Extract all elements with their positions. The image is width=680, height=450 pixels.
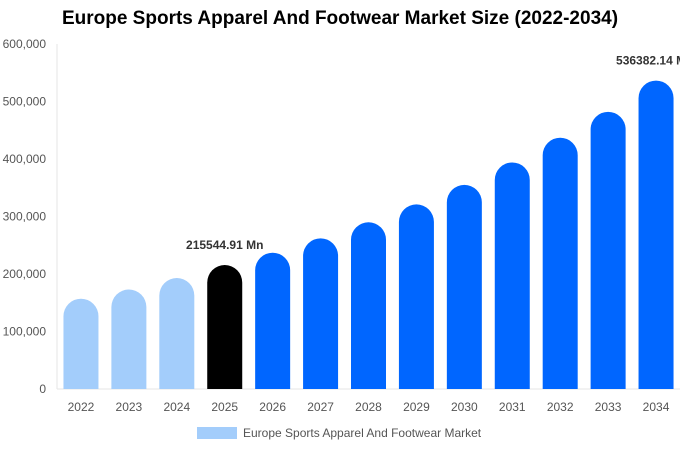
chart-title: Europe Sports Apparel And Footwear Marke… xyxy=(61,8,619,29)
x-tick-label: 2022 xyxy=(68,400,95,414)
y-tick-label: 100,000 xyxy=(3,325,47,339)
x-tick-label: 2031 xyxy=(499,400,526,414)
y-tick-label: 400,000 xyxy=(3,152,47,166)
x-tick-label: 2029 xyxy=(403,400,430,414)
bar-2029 xyxy=(398,204,434,389)
bar-2023 xyxy=(111,289,147,389)
x-tick-label: 2034 xyxy=(643,400,670,414)
data-label: 215544.91 Mn xyxy=(186,238,263,252)
x-tick-label: 2026 xyxy=(259,400,286,414)
x-tick-label: 2030 xyxy=(451,400,478,414)
x-tick-label: 2025 xyxy=(211,400,238,414)
x-tick-label: 2027 xyxy=(307,400,334,414)
x-tick-label: 2024 xyxy=(163,400,190,414)
bar-2030 xyxy=(446,184,482,389)
y-tick-label: 200,000 xyxy=(3,267,47,281)
bar-2025 xyxy=(207,265,243,389)
x-tick-label: 2023 xyxy=(116,400,143,414)
y-tick-label: 600,000 xyxy=(3,37,47,51)
legend-swatch xyxy=(197,426,237,439)
bar-2028 xyxy=(351,222,386,389)
legend[interactable]: Europe Sports Apparel And Footwear Marke… xyxy=(197,425,481,440)
bar-2032 xyxy=(542,137,578,389)
bar-2024 xyxy=(159,278,195,389)
bar-2034 xyxy=(638,80,674,390)
y-tick-label: 500,000 xyxy=(3,95,47,109)
y-tick-label: 0 xyxy=(39,382,46,396)
bar-2031 xyxy=(494,162,530,389)
x-tick-label: 2033 xyxy=(595,400,622,414)
legend-label: Europe Sports Apparel And Footwear Marke… xyxy=(243,425,482,440)
x-tick-label: 2028 xyxy=(355,400,382,414)
bar-2027 xyxy=(303,238,339,389)
bar-2022 xyxy=(63,298,99,389)
bar-2026 xyxy=(255,252,291,389)
y-tick-label: 300,000 xyxy=(3,210,47,224)
x-tick-label: 2032 xyxy=(547,400,574,414)
data-label: 536382.14 Mn xyxy=(616,54,680,68)
bar-2033 xyxy=(590,111,626,389)
